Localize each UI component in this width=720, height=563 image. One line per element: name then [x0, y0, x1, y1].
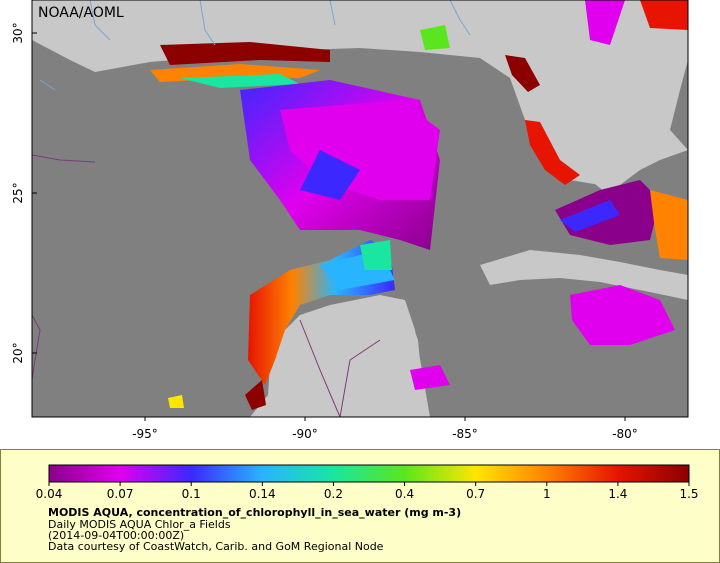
chlorophyll-map: 30° 25° 20° -95° -90° -85° -80° NOAA/AOM…: [11, 0, 689, 441]
atlantic-ocean: [670, 0, 688, 150]
legend-panel: 0.04 0.07 0.1 0.14 0.2 0.4 0.7 1 1.4 1.5 MODIS AQ…: [0, 449, 720, 563]
colorbar-gradient: [48, 464, 690, 483]
colorbar-tick-label: 0.14: [248, 487, 276, 501]
lat-label-20: 20°: [11, 342, 25, 363]
lat-label-25: 25°: [11, 182, 25, 203]
political-borders: [31, 154, 381, 418]
colorbar-tick-label: 1.5: [679, 487, 699, 501]
legend-credit: Data courtesy of CoastWatch, Carib. and …: [48, 540, 384, 553]
colorbar-tick-label: 0.4: [395, 487, 415, 501]
colorbar-tick-label: 0.2: [323, 487, 343, 501]
colorbar-tick-label: 1: [542, 487, 551, 501]
yucatan-land: [268, 300, 425, 417]
lon-ticks: [144, 417, 626, 421]
lat-ticks: [32, 32, 37, 354]
florida-land: [510, 0, 688, 192]
lon-label-90: -90°: [292, 427, 318, 441]
colorbar-tick-label: 0.07: [106, 487, 134, 501]
lon-label-85: -85°: [452, 427, 478, 441]
legend-dataset: Daily MODIS AQUA Chlor_a Fields: [48, 518, 231, 531]
map-frame: [31, 0, 689, 418]
legend-title: MODIS AQUA, concentration_of_chlorophyll…: [48, 506, 462, 519]
colorbar: [48, 464, 690, 486]
lat-label-30: 30°: [11, 22, 25, 43]
lon-label-80: -80°: [612, 427, 638, 441]
chlorophyll-field: [150, 0, 688, 410]
cuba-land: [480, 250, 688, 300]
colorbar-tick-label: 0.1: [181, 487, 201, 501]
rivers: [39, 0, 471, 91]
credit-label: NOAA/AOML: [38, 5, 124, 21]
colorbar-tick-label: 1.4: [608, 487, 628, 501]
lon-label-95: -95°: [132, 427, 158, 441]
legend-date: (2014-09-04T00:00:00Z): [48, 529, 185, 542]
colorbar-tick-label: 0.7: [466, 487, 486, 501]
colorbar-tick-label: 0.04: [35, 487, 63, 501]
